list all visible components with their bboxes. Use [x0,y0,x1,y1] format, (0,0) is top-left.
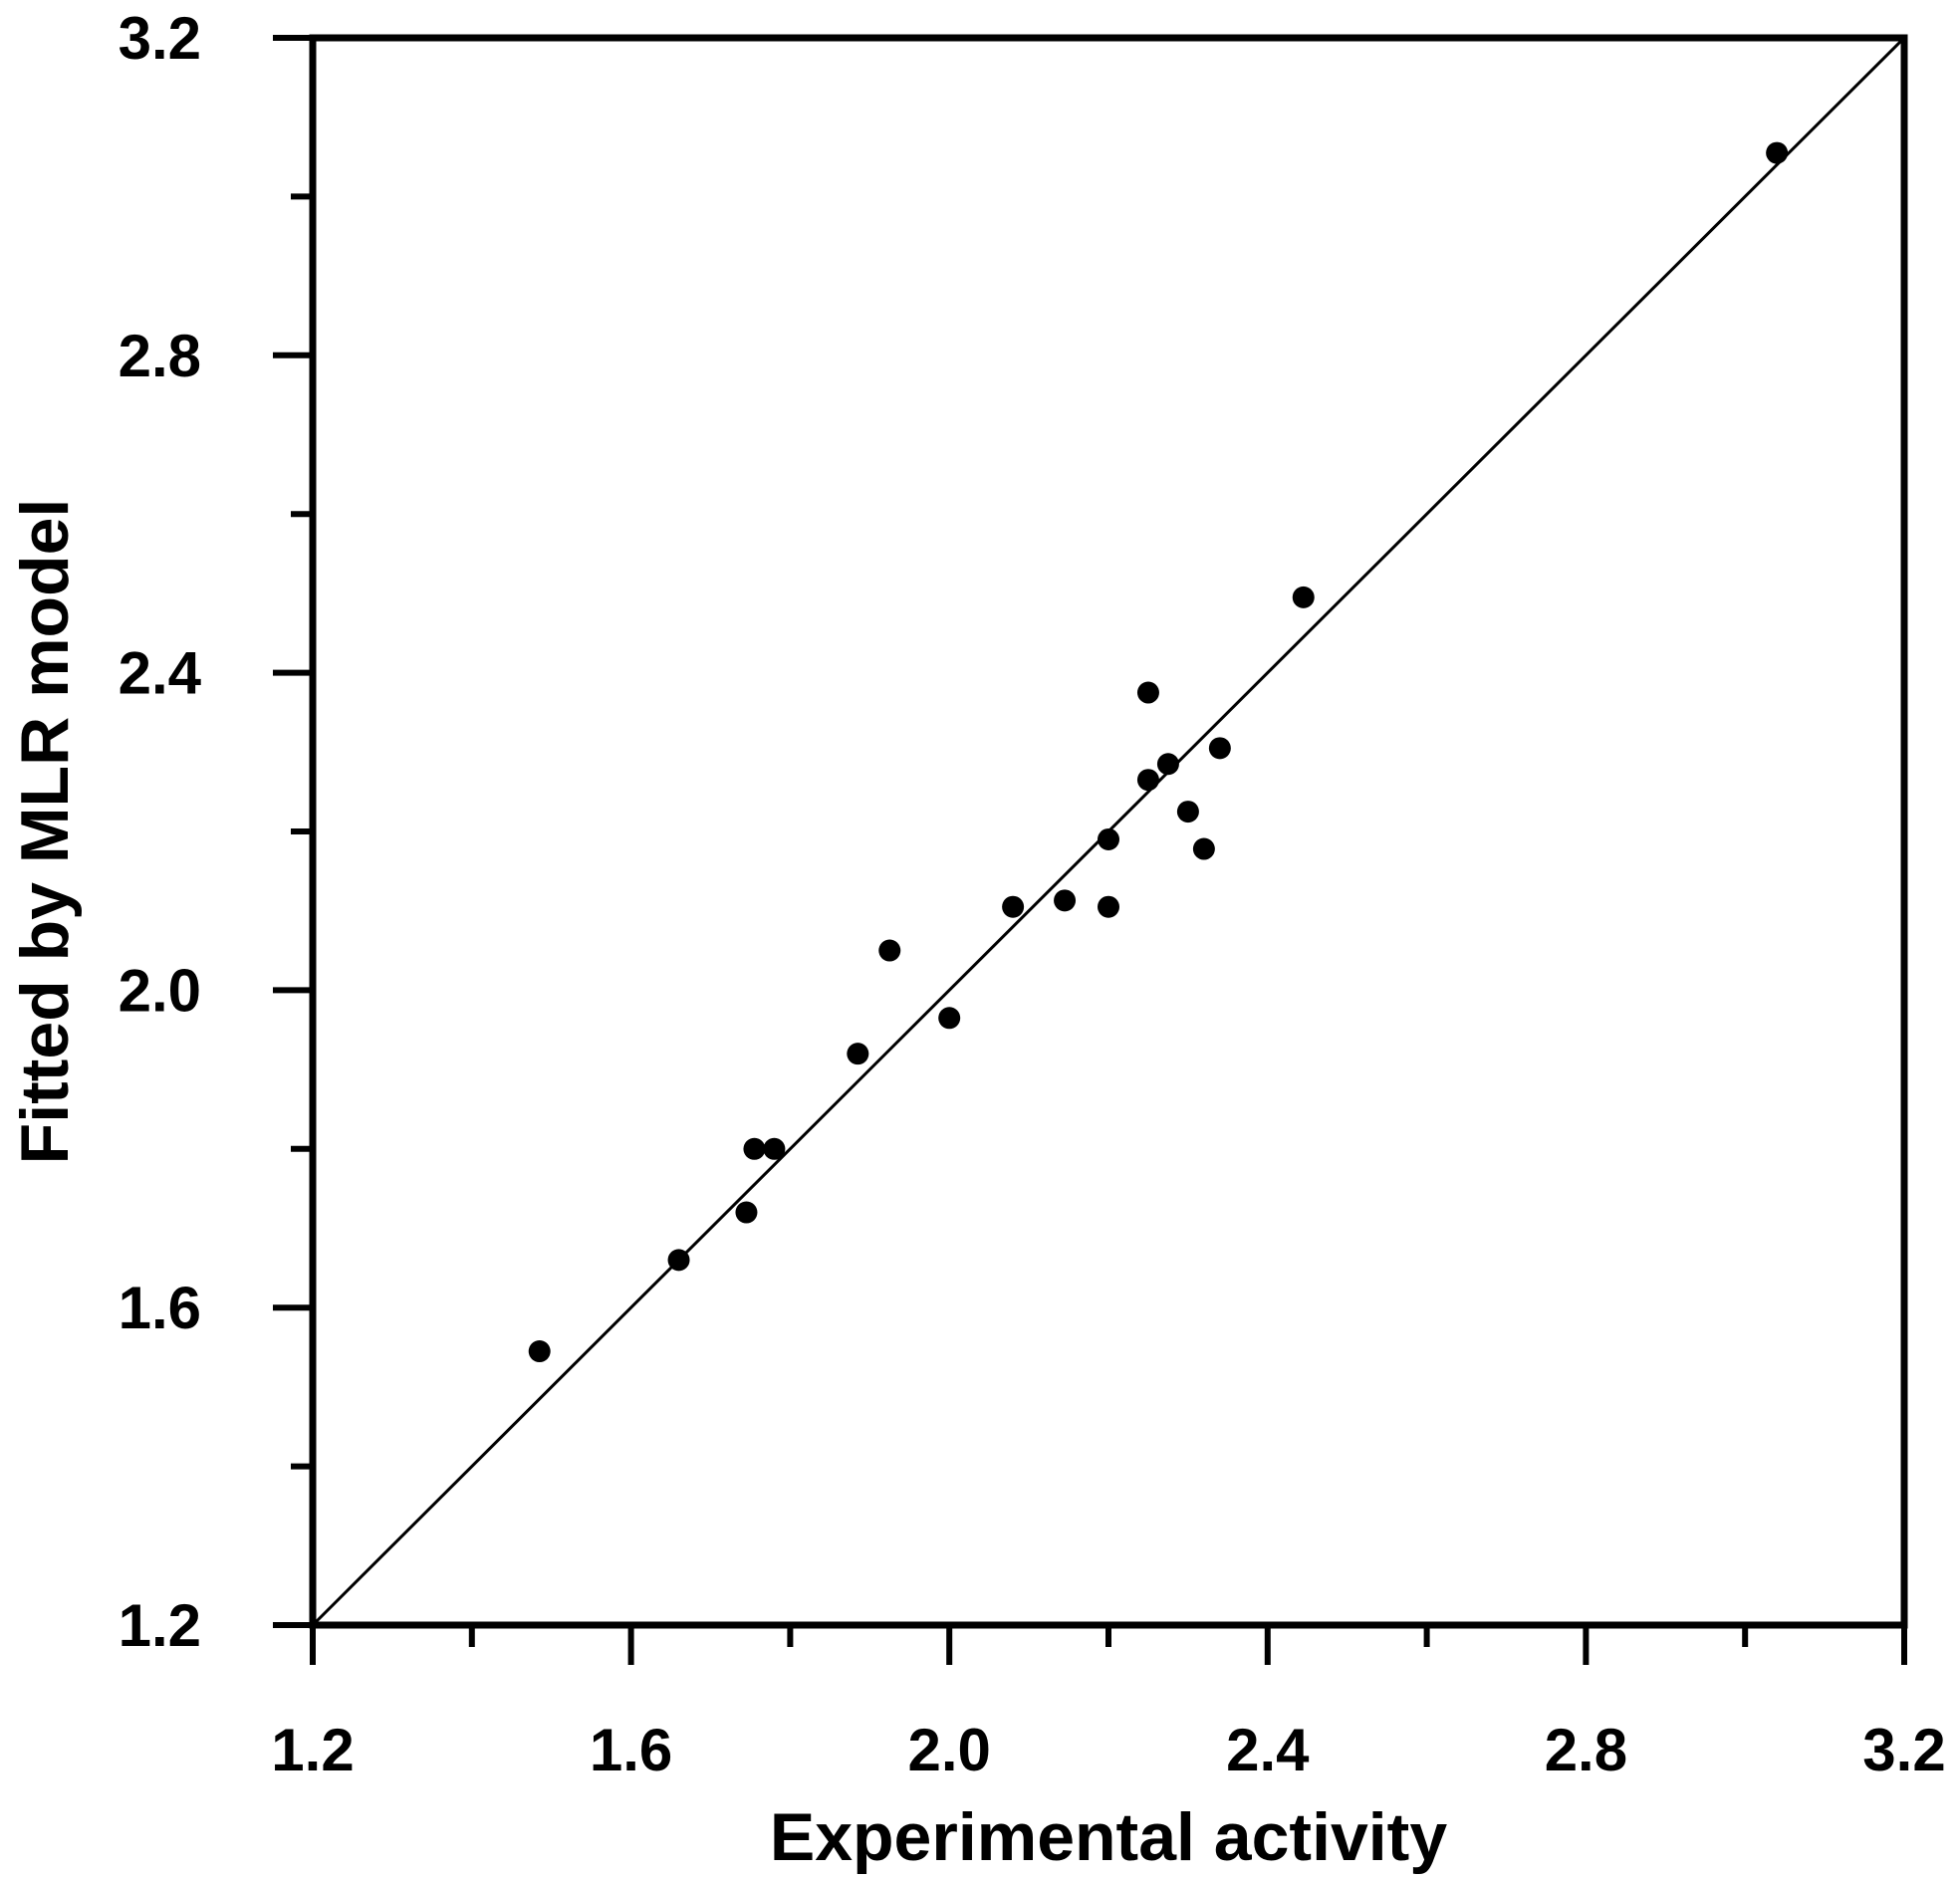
data-point [1766,141,1789,164]
x-tick-label: 2.8 [1545,1717,1627,1783]
data-point [847,1043,869,1065]
data-point [1054,889,1077,912]
data-point [1098,827,1119,850]
data-point [1292,586,1315,608]
data-point [1002,895,1025,918]
data-point [1098,895,1119,918]
y-tick-label: 1.2 [119,1592,201,1659]
data-point [667,1249,690,1272]
data-point [878,939,901,962]
data-point [763,1137,786,1160]
data-point [735,1201,758,1224]
y-axis-title: Fitted by MLR model [7,499,83,1165]
y-tick-label: 1.6 [119,1275,201,1341]
data-points [528,141,1789,1363]
data-point [938,1007,961,1030]
data-point [1136,769,1159,792]
x-tick-label: 1.2 [271,1717,354,1783]
x-tick-label: 2.4 [1226,1717,1310,1783]
x-axis: 1.2 1.6 2.0 2.4 2.8 3.2 [271,1625,1946,1783]
x-tick-label: 2.0 [907,1717,990,1783]
data-point [1136,681,1159,704]
y-tick-label: 2.8 [119,323,201,389]
data-point [528,1340,551,1363]
y-tick-label: 2.4 [119,640,202,707]
x-tick-label: 3.2 [1862,1717,1945,1783]
y-tick-label: 3.2 [119,5,201,72]
x-tick-label: 1.6 [590,1717,672,1783]
data-point [1176,801,1199,823]
data-point [743,1137,766,1160]
y-tick-label: 2.0 [119,957,201,1024]
data-point [1192,837,1215,860]
data-point [1156,753,1179,776]
y-axis: 1.2 1.6 2.0 2.4 2.8 3.2 [119,5,313,1659]
x-axis-title: Experimental activity [770,1799,1447,1875]
data-point [1208,737,1231,760]
